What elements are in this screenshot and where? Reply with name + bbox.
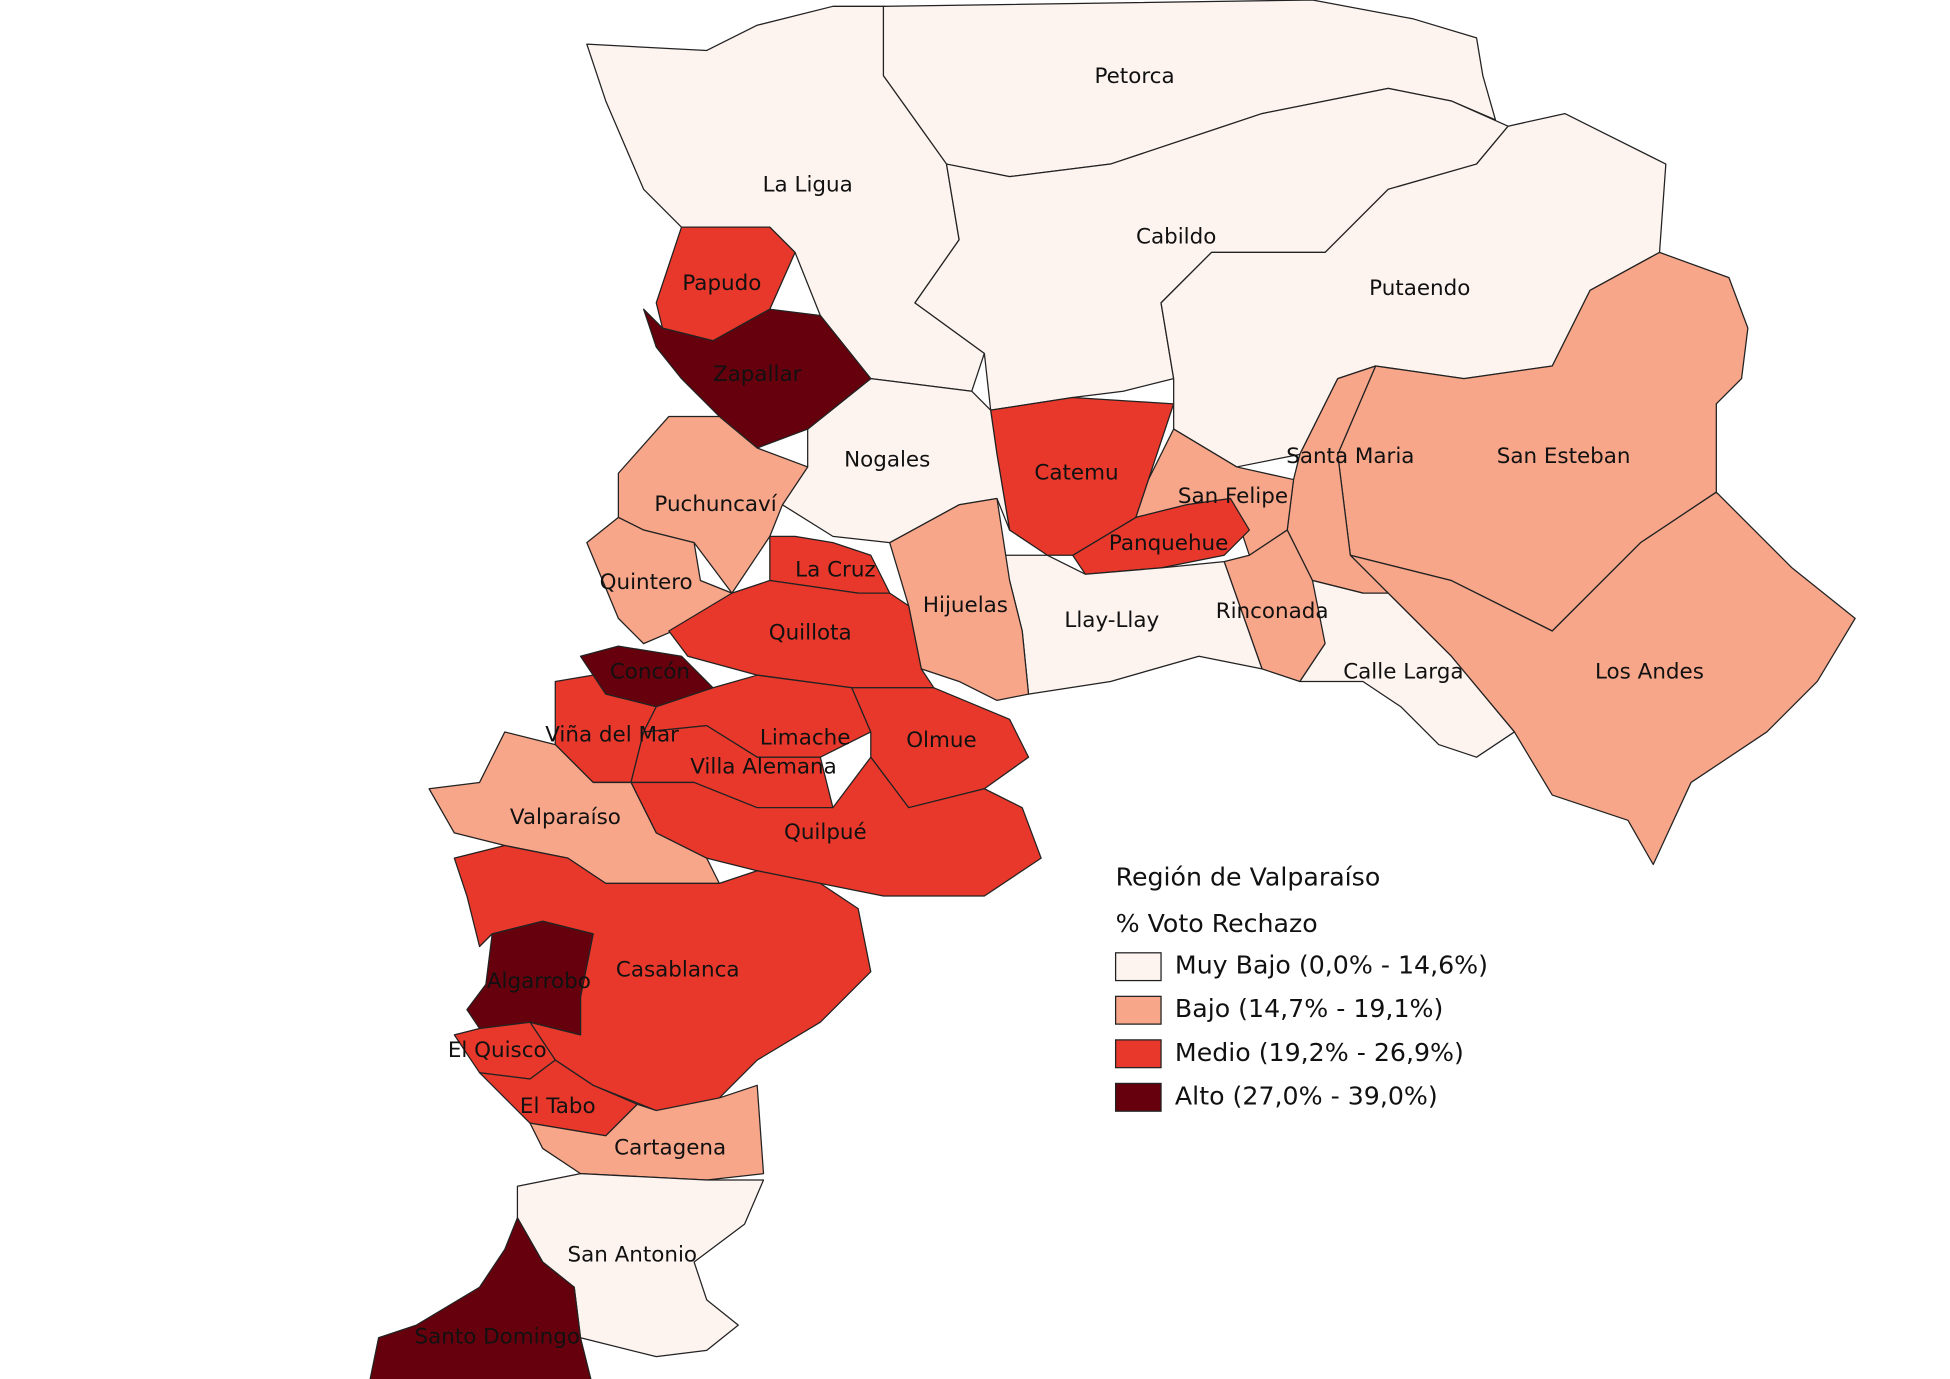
region-label: Quilpué <box>784 820 867 845</box>
legend-subtitle: % Voto Rechazo <box>1116 909 1318 938</box>
region-label: Nogales <box>844 448 930 473</box>
region-label: La Ligua <box>763 173 853 198</box>
region-shape <box>1299 579 1516 758</box>
legend-label: Bajo (14,7% - 19,1%) <box>1175 994 1443 1023</box>
region-label: Villa Alemana <box>690 754 837 779</box>
region-shape <box>630 756 1042 897</box>
region-shape <box>668 579 935 689</box>
region-label: Santo Domingo <box>415 1325 580 1350</box>
region-label: Quintero <box>600 570 693 595</box>
region-label: Concón <box>610 660 690 685</box>
region-label: Calle Larga <box>1343 660 1463 685</box>
region-label: Los Andes <box>1595 660 1704 685</box>
region-label: Catemu <box>1034 460 1118 485</box>
region-label: Puchuncaví <box>654 492 777 517</box>
region-label: Petorca <box>1094 64 1174 89</box>
region-shape <box>466 920 594 1036</box>
legend-label: Alto (27,0% - 39,0%) <box>1175 1081 1438 1110</box>
legend-label: Medio (19,2% - 26,9%) <box>1175 1038 1464 1067</box>
region-shape <box>369 1217 592 1379</box>
legend-label: Muy Bajo (0,0% - 14,6%) <box>1175 951 1488 980</box>
legend-swatch <box>1114 995 1162 1025</box>
legend-swatch <box>1114 1039 1162 1069</box>
legend-swatch <box>1114 1082 1162 1112</box>
region-label: El Quisco <box>448 1038 547 1063</box>
region-labels: Petorca La Ligua Cabildo Putaendo San Esteba… <box>415 64 1704 1350</box>
region-label: Quillota <box>769 621 852 646</box>
region-label: Cabildo <box>1136 224 1216 249</box>
region-label: El Tabo <box>520 1094 596 1119</box>
region-shape <box>642 308 872 449</box>
region-shape <box>1349 491 1856 866</box>
legend-title: Región de Valparaíso <box>1116 862 1381 891</box>
legend: Región de Valparaíso % Voto Rechazo Muy … <box>1114 862 1488 1112</box>
region-shape <box>586 516 733 645</box>
region-label: Viña del Mar <box>545 723 679 748</box>
region-label: Zapallar <box>713 362 802 387</box>
regions <box>369 0 1856 1379</box>
region-label: Olmue <box>906 728 976 753</box>
region-label: Panquehue <box>1109 531 1228 556</box>
region-label: Santa Maria <box>1286 444 1414 469</box>
region-label: Algarrobo <box>487 969 591 994</box>
region-label: Papudo <box>682 271 761 296</box>
legend-swatch <box>1114 952 1162 982</box>
region-label: Casablanca <box>616 957 740 982</box>
region-label: San Felipe <box>1178 484 1288 509</box>
region-label: San Antonio <box>567 1243 697 1268</box>
region-label: Cartagena <box>614 1135 726 1160</box>
map-body: Petorca La Ligua Cabildo Putaendo San Esteba… <box>369 0 1856 1379</box>
region-label: Putaendo <box>1369 276 1470 301</box>
region-label: Valparaíso <box>510 805 621 830</box>
region-label: Limache <box>760 725 850 750</box>
region-label: Llay-Llay <box>1064 608 1159 633</box>
region-label: Hijuelas <box>923 593 1008 618</box>
region-shape <box>529 1084 765 1181</box>
region-label: Rinconada <box>1216 599 1329 624</box>
region-label: San Esteban <box>1497 444 1631 469</box>
region-label: La Cruz <box>795 557 876 582</box>
